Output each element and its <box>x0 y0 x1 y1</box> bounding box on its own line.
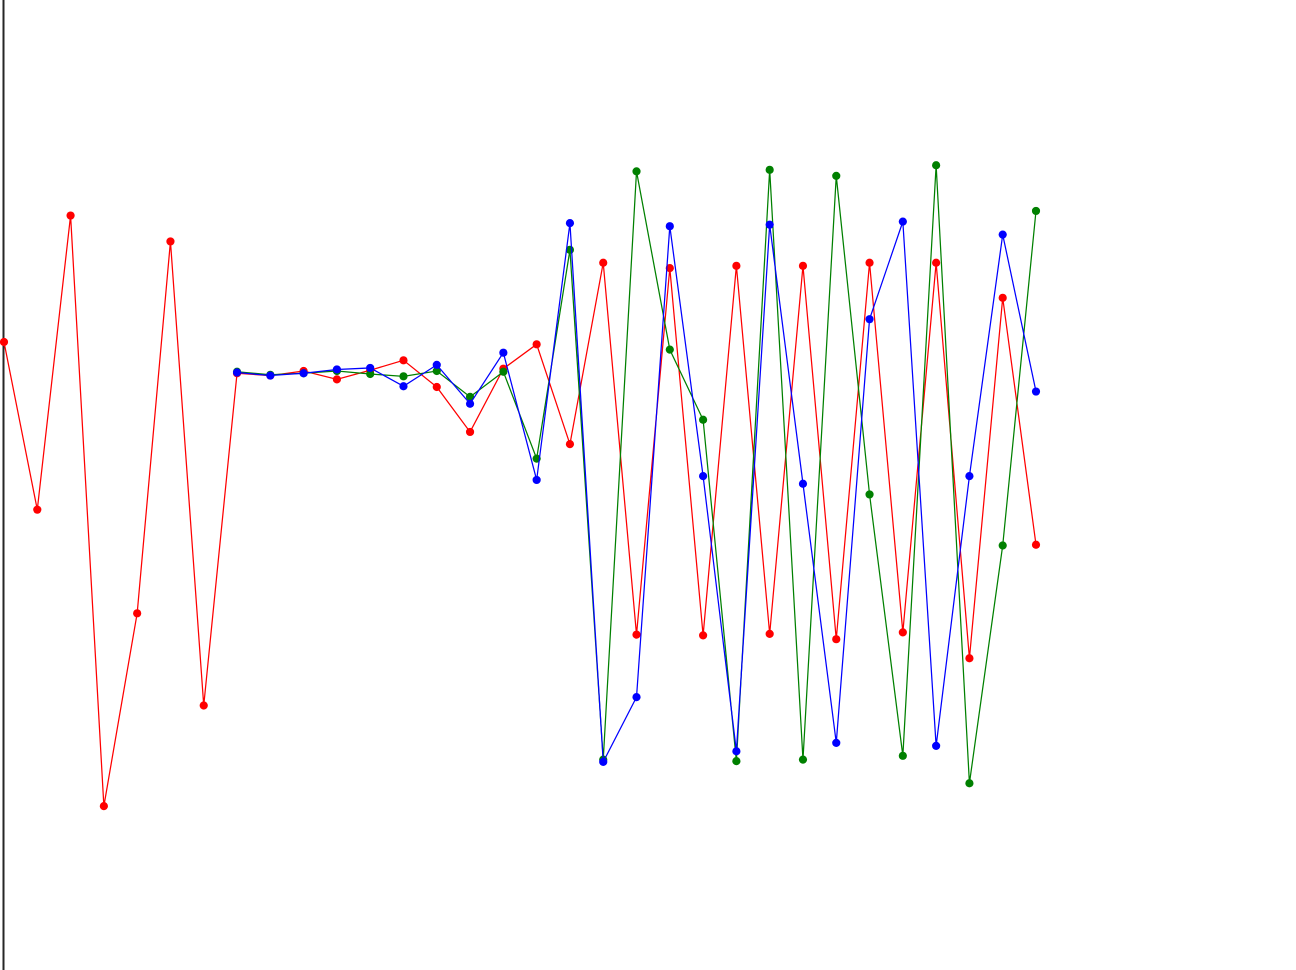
data-point-marker <box>898 628 907 637</box>
data-point-marker <box>366 369 375 379</box>
data-point-marker <box>599 757 608 766</box>
data-point-marker <box>998 541 1007 550</box>
data-point-marker <box>532 475 541 485</box>
data-point-marker <box>998 230 1007 239</box>
data-point-marker <box>232 368 242 377</box>
data-point-marker <box>932 741 941 750</box>
data-point-marker <box>665 264 674 273</box>
data-point-marker <box>798 479 808 488</box>
data-point-marker <box>699 415 708 424</box>
series-line-series-red <box>3 215 1037 807</box>
data-point-marker <box>1031 206 1041 216</box>
data-point-marker <box>33 505 42 514</box>
data-point-marker <box>499 367 508 376</box>
data-point-marker <box>965 779 974 788</box>
data-point-marker <box>765 220 774 229</box>
data-point-marker <box>599 258 608 267</box>
data-point-marker <box>465 427 475 437</box>
data-point-marker <box>432 382 441 392</box>
data-point-marker <box>632 693 641 702</box>
data-point-marker <box>0 337 9 347</box>
data-point-marker <box>266 371 275 380</box>
data-point-marker <box>399 356 408 365</box>
data-point-marker <box>66 211 75 220</box>
data-point-marker <box>1031 540 1041 549</box>
data-point-marker <box>632 167 641 176</box>
data-point-marker <box>965 472 974 481</box>
data-point-marker <box>798 261 808 270</box>
data-point-marker <box>732 261 741 270</box>
data-point-marker <box>665 345 674 354</box>
data-point-marker <box>865 258 874 267</box>
data-point-marker <box>832 738 841 747</box>
data-point-marker <box>898 751 907 760</box>
data-point-marker <box>399 372 408 381</box>
data-point-marker <box>832 171 841 181</box>
data-point-marker <box>565 440 575 449</box>
data-point-marker <box>332 365 341 374</box>
data-point-marker <box>865 315 874 324</box>
data-point-marker <box>765 629 774 638</box>
data-point-marker <box>565 219 575 228</box>
data-point-marker <box>865 490 874 499</box>
series-layer <box>0 161 1041 811</box>
data-point-marker <box>699 472 708 481</box>
data-point-marker <box>765 165 774 174</box>
data-point-marker <box>199 701 208 710</box>
data-point-marker <box>665 222 674 231</box>
data-point-marker <box>399 382 408 391</box>
data-point-marker <box>332 375 341 384</box>
data-point-marker <box>366 363 375 373</box>
data-point-marker <box>699 631 708 640</box>
data-point-marker <box>99 801 108 811</box>
data-point-marker <box>432 366 441 376</box>
data-point-marker <box>998 293 1007 302</box>
data-point-marker <box>532 340 541 349</box>
data-point-marker <box>465 392 475 401</box>
data-point-marker <box>432 360 441 369</box>
series-series-blue <box>232 217 1041 766</box>
data-point-marker <box>832 635 841 644</box>
data-point-marker <box>465 399 475 408</box>
data-point-marker <box>133 609 142 618</box>
data-point-marker <box>1031 387 1041 396</box>
data-point-marker <box>932 161 941 170</box>
data-point-marker <box>798 755 808 764</box>
data-point-marker <box>732 747 741 756</box>
data-point-marker <box>732 757 741 766</box>
data-point-marker <box>932 258 941 267</box>
data-point-marker <box>965 654 974 663</box>
data-point-marker <box>898 217 907 226</box>
data-point-marker <box>499 348 508 357</box>
data-point-marker <box>632 630 641 639</box>
data-point-marker <box>299 369 308 378</box>
data-point-marker <box>166 237 175 246</box>
